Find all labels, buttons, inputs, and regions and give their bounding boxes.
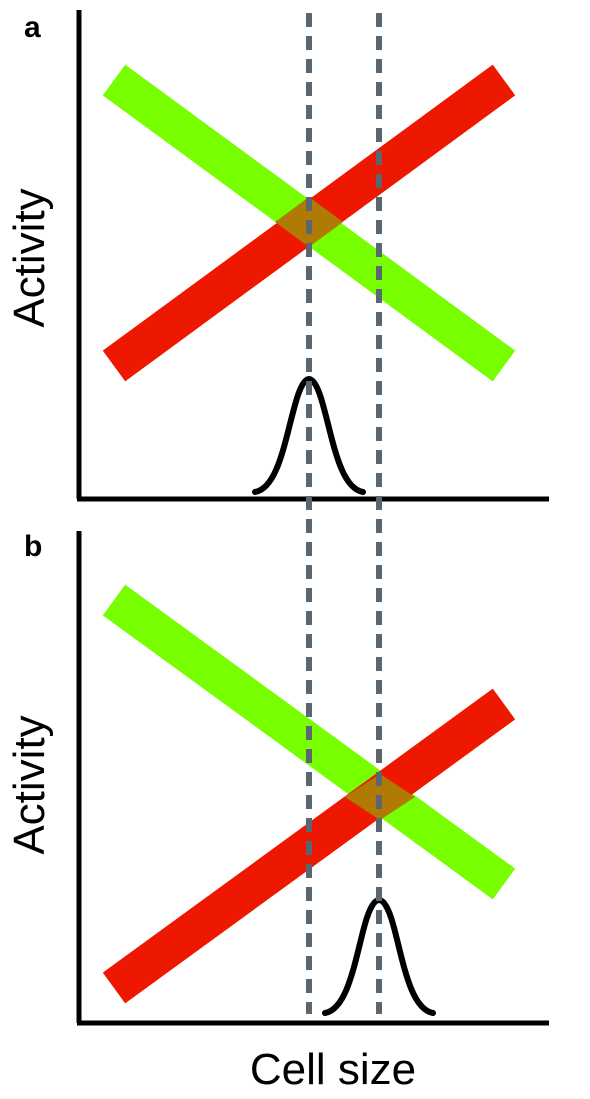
panel-a-y-axis-label: Activity [5, 188, 54, 327]
panel-b: b Activity [5, 530, 549, 1026]
panel-a-distribution-curve [252, 375, 366, 495]
panel-a-letter: a [24, 11, 41, 44]
panel-b-green-band [102, 584, 516, 900]
panel-a: a Activity [5, 10, 549, 502]
x-axis-label: Cell size [250, 1045, 416, 1094]
panel-b-y-axis-label: Activity [5, 715, 54, 854]
panel-b-letter: b [24, 530, 42, 563]
